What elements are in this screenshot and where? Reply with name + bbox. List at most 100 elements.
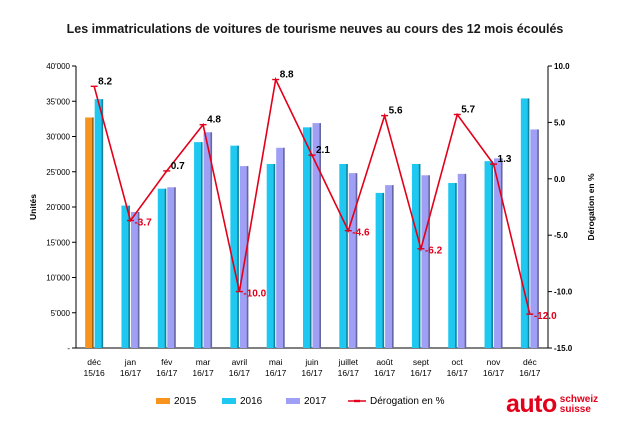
bar-2016: [448, 183, 457, 348]
auto-schweiz-logo: auto schweiz suisse: [506, 390, 598, 419]
legend-label: 2017: [304, 396, 327, 407]
y2-tick-label: 5.0: [554, 118, 566, 127]
legend-label: Dérogation en %: [370, 396, 445, 407]
y-axis-title: Unités: [28, 194, 38, 220]
bar-shade: [455, 183, 457, 348]
bar-shade: [174, 187, 176, 348]
deviation-data-label: 8.2: [98, 76, 112, 87]
bar-2016: [520, 98, 530, 349]
deviation-data-label: 8.8: [280, 70, 294, 81]
bar-2017: [494, 158, 503, 348]
y-tick-label: 40'000: [46, 62, 70, 71]
x-tick-label-year: 16/17: [374, 368, 396, 378]
y2-tick-label: -5.0: [554, 231, 568, 240]
bar-shade: [273, 163, 276, 348]
x-tick-label-year: 15/16: [84, 368, 106, 378]
bar-shade: [92, 117, 94, 348]
bar-2016: [94, 99, 104, 348]
x-tick-label-year: 16/17: [519, 368, 541, 378]
x-tick-label-month: nov: [487, 357, 501, 367]
logo-line1: schweiz: [559, 393, 599, 405]
deviation-data-label: 0.7: [171, 161, 185, 172]
y-tick-label: 20'000: [46, 203, 70, 212]
bar-2016: [230, 145, 239, 348]
bar-2017: [312, 123, 321, 348]
legend-swatch-2016: [222, 398, 236, 404]
x-tick-label-month: avril: [232, 357, 248, 367]
x-tick-label-month: juin: [304, 357, 319, 367]
deviation-data-label: -6.2: [425, 246, 443, 257]
bar-shade: [164, 188, 167, 348]
bar-shade: [392, 185, 394, 348]
y-tick-label: 35'000: [46, 97, 70, 106]
deviation-data-label: 2.1: [316, 145, 330, 156]
bar-shade: [428, 175, 430, 348]
bar-2016: [303, 127, 312, 349]
bar-2016: [157, 188, 167, 348]
x-tick-label-month: jan: [124, 357, 137, 367]
bar-shade: [200, 142, 203, 348]
y2-tick-label: -10.0: [554, 288, 573, 297]
bar-2017: [457, 173, 467, 348]
x-tick-label-month: déc: [523, 357, 537, 367]
bar-shade: [128, 205, 130, 348]
x-tick-label-year: 16/17: [483, 368, 505, 378]
x-tick-label-month: sept: [413, 357, 430, 367]
y-tick-label: 30'000: [46, 133, 70, 142]
bar-shade: [500, 158, 503, 348]
bar-2017: [530, 129, 539, 348]
x-tick-label-year: 16/17: [301, 368, 323, 378]
bar-2016: [266, 163, 276, 348]
bar-2016: [375, 192, 385, 348]
legend-label: 2015: [174, 396, 197, 407]
bar-shade: [309, 127, 312, 349]
bar-2017: [130, 211, 140, 348]
y2-axis-title: Dérogation en %: [586, 173, 596, 241]
logo-main-text: auto: [506, 390, 557, 418]
deviation-data-label: -3.7: [134, 218, 152, 229]
bar-shade: [464, 173, 467, 348]
x-tick-label-month: oct: [452, 357, 464, 367]
bar-shade: [101, 99, 104, 348]
y-tick-label: 25'000: [46, 168, 70, 177]
x-tick-label-month: déc: [87, 357, 101, 367]
chart-title: Les immatriculations de voitures de tour…: [66, 22, 564, 36]
bar-2016: [411, 163, 421, 348]
y2-tick-label: 10.0: [554, 62, 570, 71]
y-tick-label: 5'000: [51, 309, 71, 318]
x-tick-label-year: 16/17: [156, 368, 178, 378]
y2-tick-label: 0.0: [554, 175, 566, 184]
deviation-data-label: -10.0: [243, 289, 266, 300]
bar-2015: [85, 117, 94, 348]
deviation-data-label: 5.6: [389, 106, 403, 117]
bar-2017: [385, 185, 394, 348]
x-tick-label-year: 16/17: [410, 368, 432, 378]
bar-shade: [319, 123, 321, 348]
deviation-data-label: 1.3: [498, 154, 512, 165]
bar-shade: [246, 166, 249, 348]
deviation-data-label: -4.6: [352, 228, 370, 239]
y-tick-label: 15'000: [46, 238, 70, 247]
bar-2017: [276, 147, 285, 348]
bar-2016: [484, 161, 494, 348]
x-tick-label-month: fév: [161, 357, 173, 367]
bar-2017: [239, 166, 249, 348]
bar-2017: [203, 132, 213, 348]
y-tick-label: 10'000: [46, 274, 70, 283]
bar-shade: [346, 163, 348, 348]
deviation-data-label: 4.8: [207, 115, 221, 126]
bar-2016: [339, 163, 348, 348]
legend-label: 2016: [240, 396, 263, 407]
bar-shade: [537, 129, 539, 348]
bar-shade: [418, 163, 421, 348]
x-tick-label-year: 16/17: [338, 368, 360, 378]
bar-2016: [121, 205, 130, 348]
x-tick-label-month: août: [376, 357, 393, 367]
deviation-data-label: -12.0: [534, 311, 557, 322]
deviation-data-label: 5.7: [461, 105, 475, 116]
bar-2017: [167, 187, 176, 348]
x-tick-label-year: 16/17: [447, 368, 469, 378]
y2-tick-label: -15.0: [554, 344, 573, 353]
